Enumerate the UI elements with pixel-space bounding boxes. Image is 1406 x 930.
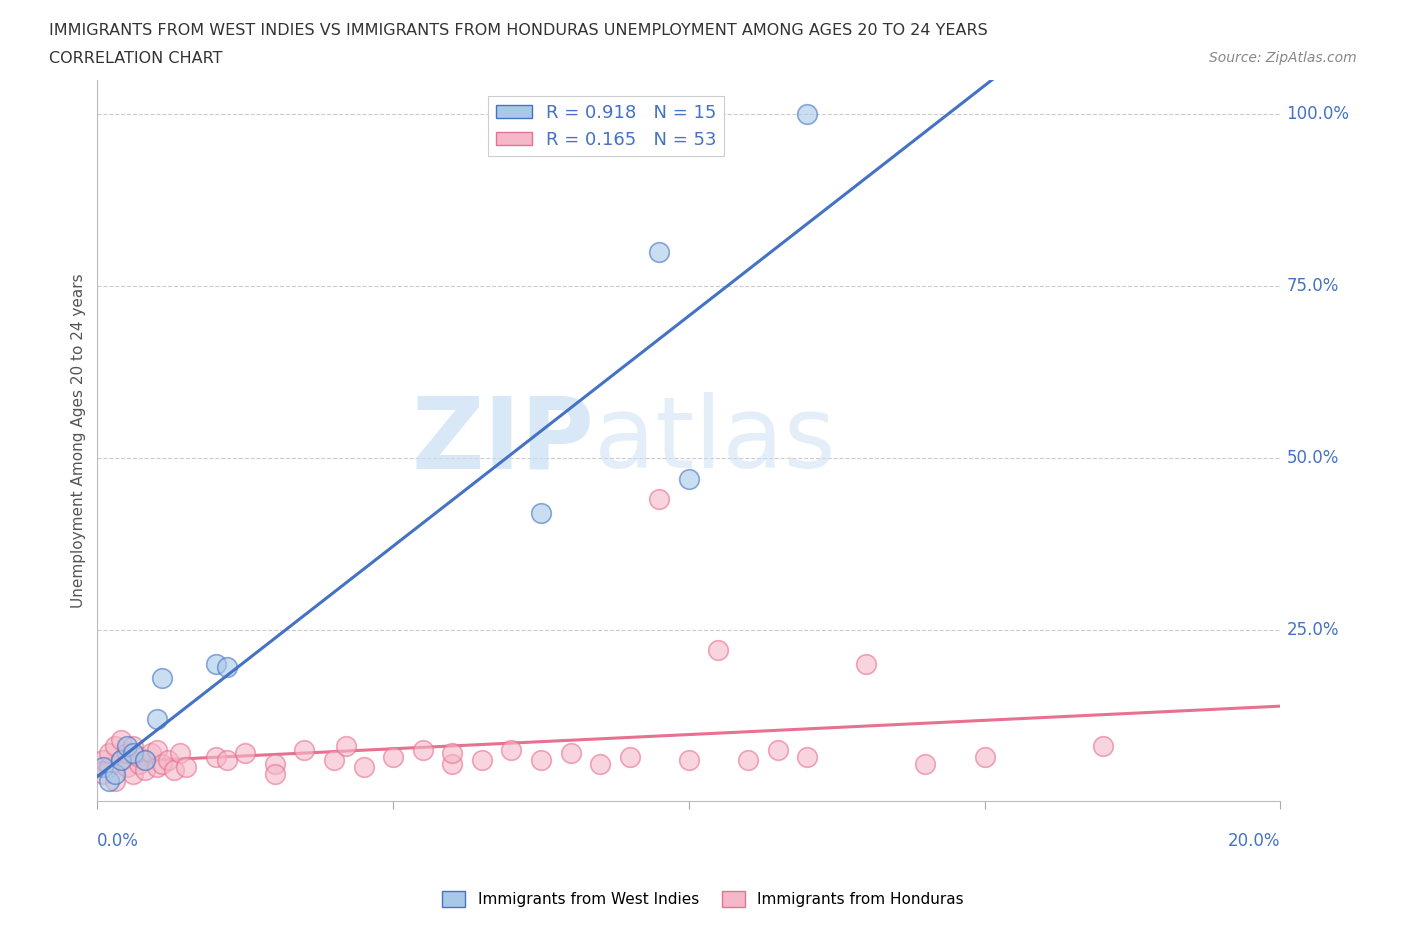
Point: [560, 746, 582, 761]
Point: [263, 756, 285, 771]
Point: [707, 643, 730, 658]
Text: IMMIGRANTS FROM WEST INDIES VS IMMIGRANTS FROM HONDURAS UNEMPLOYMENT AMONG AGES : IMMIGRANTS FROM WEST INDIES VS IMMIGRANT…: [49, 23, 988, 38]
Text: 20.0%: 20.0%: [1227, 832, 1281, 850]
Point: [157, 752, 180, 767]
Text: 50.0%: 50.0%: [1286, 449, 1339, 467]
Point: [110, 752, 132, 767]
Text: ZIP: ZIP: [412, 392, 595, 489]
Point: [91, 760, 114, 775]
Point: [471, 752, 494, 767]
Point: [110, 752, 132, 767]
Point: [110, 732, 132, 747]
Point: [152, 671, 174, 685]
Legend: R = 0.918   N = 15, R = 0.165   N = 53: R = 0.918 N = 15, R = 0.165 N = 53: [488, 97, 724, 156]
Point: [104, 774, 127, 789]
Point: [323, 752, 346, 767]
Point: [353, 760, 375, 775]
Text: 25.0%: 25.0%: [1286, 620, 1339, 639]
Point: [914, 756, 936, 771]
Point: [796, 107, 818, 122]
Point: [263, 766, 285, 781]
Point: [233, 746, 256, 761]
Point: [169, 746, 191, 761]
Point: [648, 245, 671, 259]
Point: [121, 746, 143, 761]
Text: 100.0%: 100.0%: [1286, 105, 1350, 124]
Point: [441, 746, 464, 761]
Point: [589, 756, 612, 771]
Text: 75.0%: 75.0%: [1286, 277, 1339, 295]
Point: [382, 750, 405, 764]
Point: [91, 766, 114, 781]
Legend: Immigrants from West Indies, Immigrants from Honduras: Immigrants from West Indies, Immigrants …: [436, 884, 970, 913]
Point: [204, 750, 226, 764]
Point: [121, 766, 143, 781]
Y-axis label: Unemployment Among Ages 20 to 24 years: Unemployment Among Ages 20 to 24 years: [72, 273, 86, 608]
Point: [796, 750, 818, 764]
Point: [217, 660, 239, 675]
Point: [855, 657, 877, 671]
Point: [678, 472, 700, 486]
Point: [115, 746, 138, 761]
Point: [98, 774, 121, 789]
Point: [98, 760, 121, 775]
Point: [441, 756, 464, 771]
Point: [134, 763, 156, 777]
Text: atlas: atlas: [595, 392, 835, 489]
Point: [139, 746, 162, 761]
Point: [678, 752, 700, 767]
Point: [501, 742, 523, 757]
Text: 0.0%: 0.0%: [97, 832, 139, 850]
Point: [335, 739, 357, 754]
Point: [619, 750, 641, 764]
Point: [134, 752, 156, 767]
Point: [104, 739, 127, 754]
Point: [163, 763, 186, 777]
Point: [152, 756, 174, 771]
Point: [737, 752, 759, 767]
Point: [115, 760, 138, 775]
Point: [91, 752, 114, 767]
Point: [104, 766, 127, 781]
Point: [530, 752, 553, 767]
Point: [128, 756, 150, 771]
Point: [292, 742, 315, 757]
Text: CORRELATION CHART: CORRELATION CHART: [49, 51, 222, 66]
Point: [217, 752, 239, 767]
Point: [530, 505, 553, 520]
Point: [973, 750, 995, 764]
Point: [121, 739, 143, 754]
Point: [204, 657, 226, 671]
Text: Source: ZipAtlas.com: Source: ZipAtlas.com: [1209, 51, 1357, 65]
Point: [115, 739, 138, 754]
Point: [1091, 739, 1114, 754]
Point: [145, 760, 167, 775]
Point: [128, 750, 150, 764]
Point: [766, 742, 789, 757]
Point: [648, 492, 671, 507]
Point: [134, 752, 156, 767]
Point: [98, 746, 121, 761]
Point: [412, 742, 434, 757]
Point: [145, 742, 167, 757]
Point: [174, 760, 197, 775]
Point: [145, 711, 167, 726]
